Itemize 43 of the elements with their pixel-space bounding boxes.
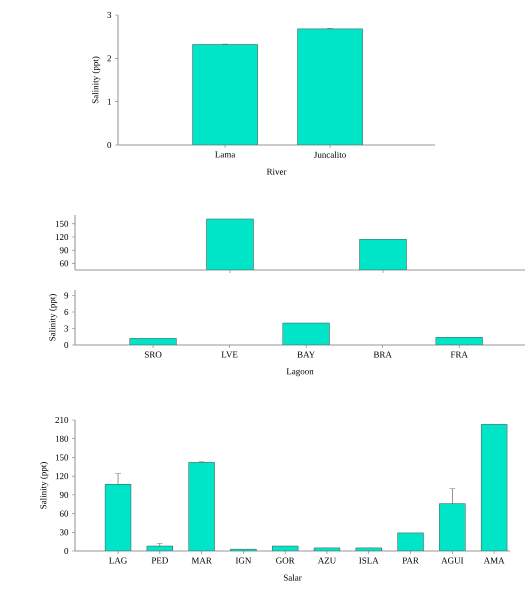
x-tick-label: IGN xyxy=(236,558,251,564)
y-tick-label: 0 xyxy=(107,142,111,148)
y-tick-label: 120 xyxy=(56,234,68,240)
y-tick-label: 9 xyxy=(64,292,68,299)
x-tick-label: AMA xyxy=(484,558,504,564)
y-axis-title: Salinity (ppt) xyxy=(48,294,57,341)
y-tick-label: 6 xyxy=(64,308,68,316)
x-tick-label: GOR xyxy=(276,558,294,564)
x-axis-title: River xyxy=(266,168,286,175)
y-tick-label: 2 xyxy=(107,55,111,62)
y-tick-label: 150 xyxy=(56,454,68,460)
y-tick-label: 90 xyxy=(60,492,68,498)
y-tick-label: 1 xyxy=(108,98,111,105)
y-tick-label: 3 xyxy=(107,12,111,18)
y-tick-label: 0 xyxy=(64,548,68,554)
x-axis-title: Salar xyxy=(284,574,302,581)
x-tick-label: LAG xyxy=(108,558,127,564)
x-tick-label: MAR xyxy=(191,558,212,564)
x-tick-label: AGUI xyxy=(441,558,464,564)
y-tick-label: 30 xyxy=(60,529,68,536)
y-tick-label: 0 xyxy=(64,342,68,348)
y-tick-label: 60 xyxy=(60,510,68,517)
y-tick-label: 60 xyxy=(60,260,68,266)
y-tick-label: 180 xyxy=(56,436,68,442)
y-tick-label: 120 xyxy=(56,473,68,480)
y-axis-title: Salinity (ppt) xyxy=(40,462,48,509)
x-tick-label: BAY xyxy=(297,352,315,358)
x-axis-title: Lagoon xyxy=(286,368,314,376)
x-tick-label: ISLA xyxy=(358,558,378,564)
y-tick-label: 3 xyxy=(64,325,68,332)
x-tick-label: LVE xyxy=(221,352,238,358)
x-tick-label: SRO xyxy=(144,352,162,358)
y-tick-label: 90 xyxy=(60,247,68,254)
x-tick-label: PAR xyxy=(402,558,419,564)
y-tick-label: 210 xyxy=(55,416,68,424)
y-axis-title: Salinity (ppt) xyxy=(92,56,100,104)
x-tick-label: PED xyxy=(151,558,168,564)
x-tick-label: Juncalito xyxy=(314,152,346,158)
x-tick-label: BRA xyxy=(374,352,392,358)
y-tick-label: 150 xyxy=(56,220,68,227)
x-tick-label: FRA xyxy=(450,352,468,358)
x-tick-label: AZU xyxy=(318,558,336,564)
x-tick-label: Lama xyxy=(214,152,235,158)
